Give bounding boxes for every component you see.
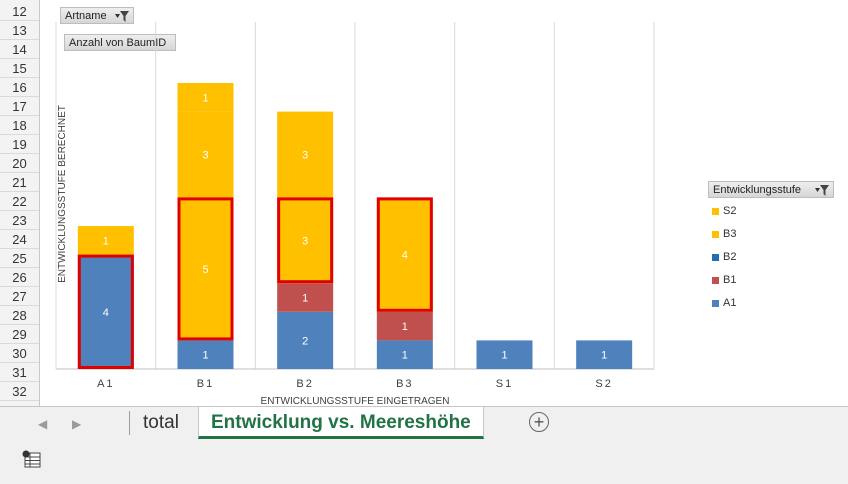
legend-label: B3	[723, 228, 737, 240]
bar-segment	[376, 340, 433, 369]
row-number[interactable]: 22	[0, 192, 39, 211]
legend-item[interactable]: B2	[712, 250, 736, 264]
pivot-field-button-artname[interactable]: Artname	[60, 7, 134, 24]
legend-label: B1	[723, 274, 737, 286]
row-number[interactable]: 18	[0, 116, 39, 135]
stacked-bar-chart: 4 1 1 5 3 1 2 1 3 3 1 1 4 1 1 A1 B1 B2 B3 S1 S2 ENTWICKLUNGSS…	[55, 22, 655, 406]
bar-value-label: 4	[402, 250, 408, 262]
status-bar	[0, 441, 848, 484]
filter-icon[interactable]	[815, 185, 829, 196]
x-axis-title: ENTWICKLUNGSSTUFE EINGETRAGEN	[261, 396, 450, 406]
pivot-legend-field-button[interactable]: Entwicklungsstufe	[708, 181, 834, 198]
bar-segment	[177, 83, 234, 112]
row-number[interactable]: 13	[0, 21, 39, 40]
legend-swatch	[712, 207, 719, 215]
tab-scroll-right-icon[interactable]: ▶	[72, 417, 82, 431]
bar-segment	[277, 197, 334, 284]
legend-swatch	[712, 230, 719, 238]
highlight-outline	[376, 197, 433, 312]
highlight-outline	[77, 254, 134, 370]
bar-value-label: 2	[302, 335, 308, 347]
highlight-outline	[177, 197, 234, 341]
sheet-tab-bar: ◀ ▶ total Entwicklung vs. Meereshöhe +	[0, 406, 848, 442]
legend-item[interactable]: S2	[712, 204, 736, 218]
legend-swatch	[712, 276, 719, 284]
tab-separator	[129, 411, 130, 435]
row-number[interactable]: 14	[0, 40, 39, 59]
bar-value-label: 3	[202, 150, 208, 162]
row-number[interactable]: 27	[0, 287, 39, 306]
row-number[interactable]: 29	[0, 325, 39, 344]
pivot-value-button[interactable]: Anzahl von BaumID	[64, 34, 176, 51]
bar-value-label: 1	[501, 350, 507, 362]
tab-total[interactable]: total	[143, 412, 179, 433]
row-number[interactable]: 12	[0, 2, 39, 21]
bar-segment	[277, 311, 334, 369]
pivot-chart-area[interactable]: Artname Anzahl von BaumID 4 1 1 5 3 1 2 1 3 3 1 1 4 1…	[40, 0, 848, 406]
bar-value-label: 1	[601, 350, 607, 362]
bar-segment	[77, 226, 134, 255]
row-number[interactable]: 25	[0, 249, 39, 268]
bar-segment	[277, 111, 334, 198]
row-headers: 12 13 14 15 16 17 18 19 20 21 22 23 24 25 26 27 28 29 30 31…	[0, 0, 40, 406]
y-axis-title: ENTWICKLUNGSSTUFE BERECHNET	[57, 105, 68, 283]
x-tick-label: S2	[595, 378, 612, 390]
x-tick-label: B2	[296, 378, 313, 390]
pivot-legend-field-label: Entwicklungsstufe	[713, 184, 802, 196]
macro-record-icon[interactable]	[22, 450, 42, 468]
row-number[interactable]: 19	[0, 135, 39, 154]
row-number[interactable]: 23	[0, 211, 39, 230]
filter-icon[interactable]	[115, 11, 129, 22]
bar-value-label: 1	[202, 92, 208, 104]
row-number[interactable]: 32	[0, 382, 39, 401]
bar-segment	[376, 311, 433, 341]
row-number[interactable]: 21	[0, 173, 39, 192]
row-number[interactable]: 17	[0, 97, 39, 116]
row-number[interactable]: 28	[0, 306, 39, 325]
highlight-outline	[277, 197, 334, 284]
row-number[interactable]: 24	[0, 230, 39, 249]
legend-label: S2	[723, 205, 737, 217]
bar-value-label: 1	[402, 350, 408, 362]
bar-segment	[476, 340, 533, 369]
pivot-field-artname-label: Artname	[65, 10, 107, 22]
row-number[interactable]: 20	[0, 154, 39, 173]
tab-entwicklung-vs-meereshoehe[interactable]: Entwicklung vs. Meereshöhe	[198, 407, 484, 439]
row-number[interactable]: 15	[0, 59, 39, 78]
bar-segment	[576, 340, 633, 369]
bar-value-label: 3	[302, 150, 308, 162]
x-tick-label: B1	[197, 378, 214, 390]
x-tick-label: B3	[396, 378, 413, 390]
legend-item[interactable]: B1	[712, 273, 736, 287]
bar-value-label: 3	[302, 235, 308, 247]
legend-item[interactable]: A1	[712, 296, 736, 310]
legend-label: A1	[723, 297, 737, 309]
legend-label: B2	[723, 251, 737, 263]
bar-value-label: 4	[103, 307, 109, 319]
row-number[interactable]: 31	[0, 363, 39, 382]
pivot-value-label: Anzahl von BaumID	[69, 37, 167, 49]
bar-segment	[177, 111, 234, 198]
tab-scroll-left-icon[interactable]: ◀	[38, 417, 48, 431]
bar-value-label: 1	[402, 321, 408, 333]
add-sheet-button[interactable]: +	[529, 412, 549, 432]
bar-segment	[77, 254, 134, 369]
row-number[interactable]: 26	[0, 268, 39, 287]
legend-swatch	[712, 299, 719, 307]
bar-segment	[277, 283, 334, 312]
bar-value-label: 1	[302, 293, 308, 305]
x-tick-label: A1	[97, 378, 114, 390]
row-number[interactable]: 30	[0, 344, 39, 363]
legend-swatch	[712, 253, 719, 261]
bar-value-label: 5	[202, 264, 208, 276]
x-tick-label: S1	[496, 378, 513, 390]
bar-segment	[376, 197, 433, 312]
legend-item[interactable]: B3	[712, 227, 736, 241]
row-number[interactable]: 16	[0, 78, 39, 97]
bar-value-label: 1	[202, 350, 208, 362]
bar-value-label: 1	[103, 235, 109, 247]
bar-segment	[177, 340, 234, 369]
bar-segment	[177, 197, 234, 341]
